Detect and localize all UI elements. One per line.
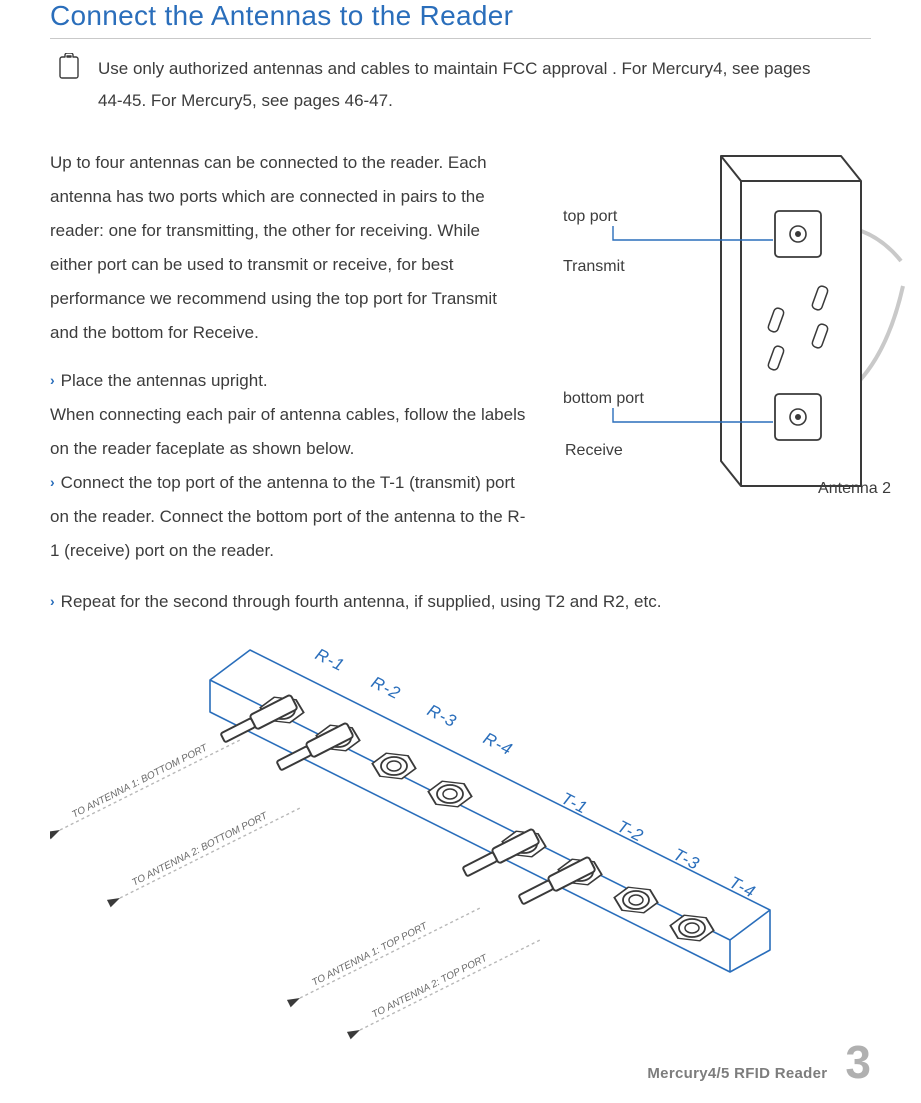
intro-paragraph: Up to four antennas can be connected to … (50, 146, 527, 350)
footer-page-number: 3 (845, 1039, 871, 1085)
note-icon (58, 53, 80, 84)
label-bottom-port: bottom port (563, 390, 644, 408)
step-chevron: › (50, 474, 55, 490)
label-r3: R-3 (424, 701, 460, 732)
footer-product: Mercury4/5 RFID Reader (647, 1065, 827, 1082)
label-antenna-2: Antenna 2 (818, 480, 891, 498)
note-text: Use only authorized antennas and cables … (98, 53, 818, 118)
heading-rule (50, 38, 871, 39)
label-r2: R-2 (368, 673, 404, 704)
label-receive: Receive (565, 442, 623, 460)
cable-label-1: TO ANTENNA 1: BOTTOM PORT (70, 742, 210, 820)
label-r1: R-1 (312, 645, 348, 676)
cable-label-2: TO ANTENNA 2: BOTTOM PORT (130, 810, 270, 888)
step-chevron: › (50, 372, 55, 388)
step-3: Repeat for the second through fourth ant… (61, 592, 662, 611)
page-footer: Mercury4/5 RFID Reader 3 (647, 1039, 871, 1085)
connect-paragraph: When connecting each pair of antenna cab… (50, 398, 527, 466)
label-top-port: top port (563, 208, 617, 226)
faceplate-diagram: R-1 R-2 R-3 R-4 T-1 T-2 T-3 T-4 TO ANTEN… (50, 620, 810, 1040)
step-chevron: › (50, 593, 55, 609)
antenna-diagram: top port Transmit bottom port Receive An… (551, 146, 871, 546)
label-r4: R-4 (480, 729, 516, 760)
step-2: Connect the top port of the antenna to t… (50, 473, 525, 560)
cable-label-3: TO ANTENNA 1: TOP PORT (310, 920, 430, 988)
page-heading: Connect the Antennas to the Reader (50, 0, 871, 32)
label-transmit: Transmit (563, 258, 625, 276)
fcc-note: Use only authorized antennas and cables … (58, 53, 871, 118)
cable-label-4: TO ANTENNA 2: TOP PORT (370, 952, 490, 1020)
step-1: Place the antennas upright. (61, 371, 268, 390)
